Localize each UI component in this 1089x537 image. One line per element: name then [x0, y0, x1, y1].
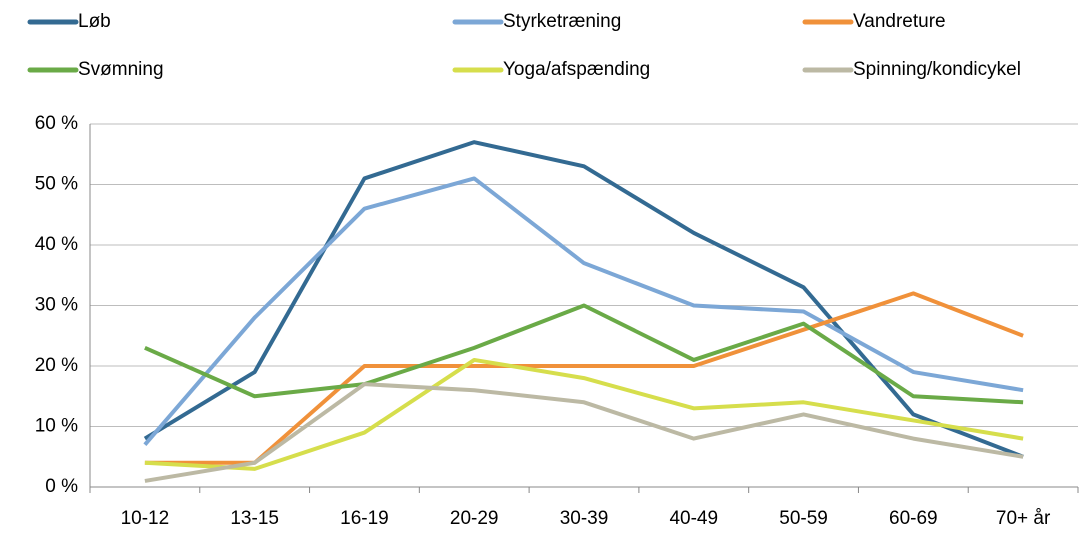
- x-tick-label: 13-15: [230, 508, 279, 529]
- y-tick-label: 50 %: [35, 174, 78, 195]
- series-line: [144, 303, 1024, 405]
- x-tick-label: 20-29: [450, 508, 499, 529]
- legend-label: Spinning/kondicykel: [853, 59, 1021, 80]
- x-tick-label: 70+ år: [996, 508, 1051, 529]
- x-tick-label: 30-39: [560, 508, 609, 529]
- y-tick-label: 60 %: [35, 113, 78, 134]
- legend-label: Yoga/afspænding: [503, 59, 650, 80]
- y-tick-label: 10 %: [35, 416, 78, 437]
- series-line: [144, 291, 1024, 465]
- y-tick-label: 30 %: [35, 295, 78, 316]
- x-tick-label: 50-59: [779, 508, 828, 529]
- x-tick-label: 40-49: [669, 508, 718, 529]
- legend-label: Løb: [78, 11, 111, 32]
- legend-label: Vandreture: [853, 11, 946, 32]
- x-tick-label: 10-12: [121, 508, 170, 529]
- x-tick-label: 16-19: [340, 508, 389, 529]
- x-tick-label: 60-69: [889, 508, 938, 529]
- legend-label: Styrketræning: [503, 11, 621, 32]
- series-line: [143, 176, 1024, 446]
- series-line: [144, 357, 1024, 471]
- series-line: [144, 382, 1024, 483]
- y-tick-label: 40 %: [35, 234, 78, 255]
- legend-label: Svømning: [78, 59, 164, 80]
- y-tick-label: 20 %: [35, 355, 78, 376]
- y-tick-label: 0 %: [45, 476, 78, 497]
